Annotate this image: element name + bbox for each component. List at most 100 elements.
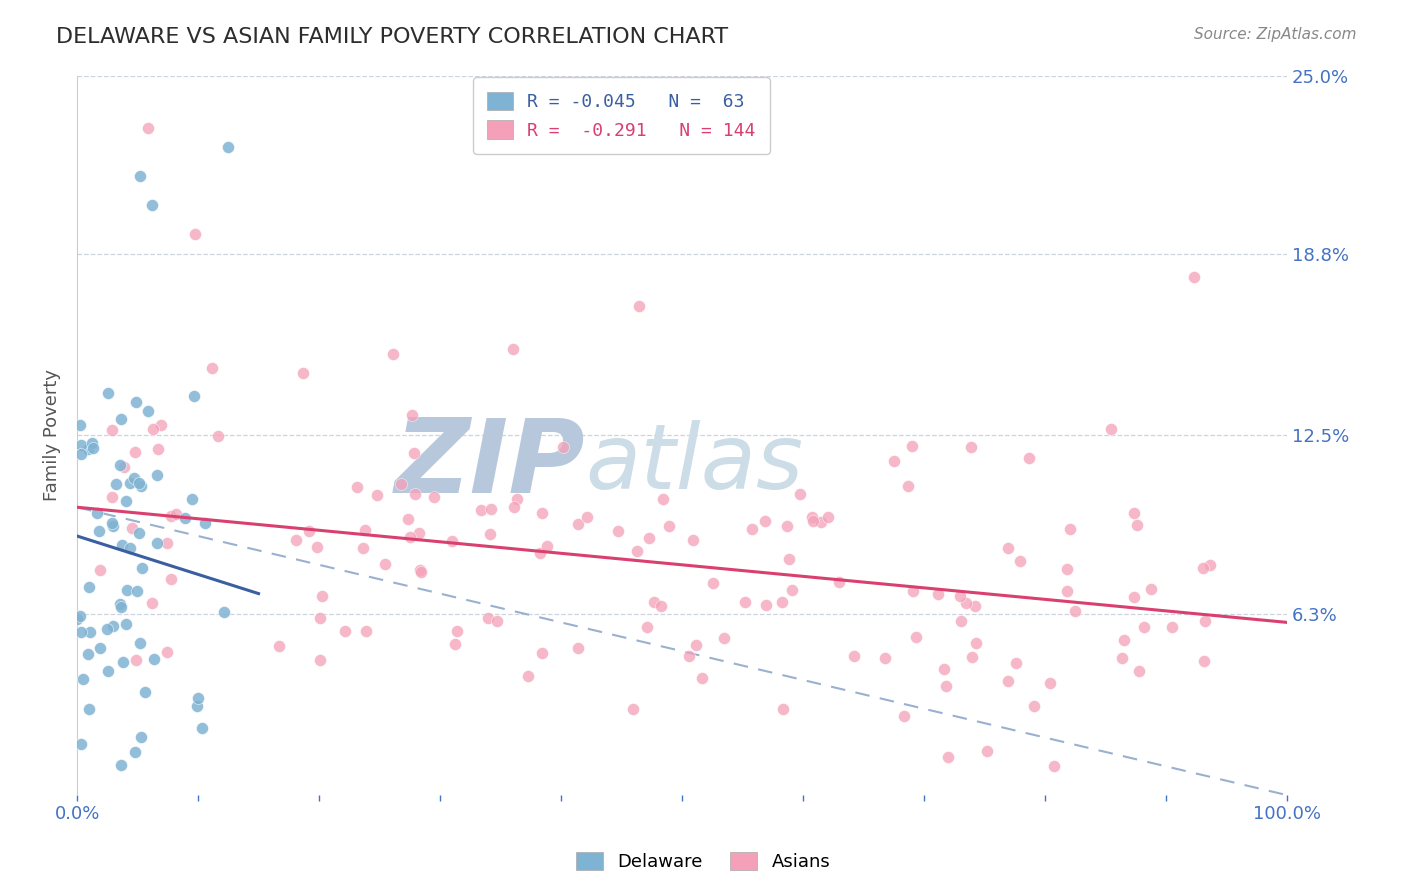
Point [1191,561,1213,575]
Point [125,583,148,598]
Point [1128,665,1150,679]
Point [408,526,430,541]
Point [932,662,955,676]
Point [118,476,141,491]
Text: ZIP: ZIP [395,414,585,515]
Point [136,121,159,136]
Point [150,417,173,432]
Point [638,532,661,546]
Point [405,487,427,501]
Point [77,580,100,594]
Point [530,506,553,520]
Point [305,540,328,554]
Point [101,516,124,530]
Point [101,519,124,533]
Point [291,366,314,380]
Point [1194,614,1216,628]
Y-axis label: Family Poverty: Family Poverty [44,369,60,501]
Point [401,408,423,422]
Point [136,404,159,418]
Point [997,541,1019,555]
Point [965,599,987,614]
Point [115,494,138,508]
Point [1132,620,1154,634]
Point [69,625,91,640]
Point [187,691,209,706]
Point [606,524,628,539]
Point [637,620,659,634]
Point [70,737,93,751]
Point [79,624,101,639]
Point [129,169,152,184]
Point [1199,558,1222,572]
Point [183,389,205,403]
Point [1182,270,1205,285]
Point [423,491,446,505]
Point [112,655,135,669]
Point [131,561,153,575]
Point [174,510,197,524]
Point [444,637,467,651]
Point [103,619,125,633]
Point [485,614,508,628]
Point [516,669,538,683]
Point [1140,582,1163,596]
Point [121,521,143,535]
Point [883,454,905,468]
Point [100,490,122,504]
Point [789,487,811,501]
Point [678,648,700,663]
Point [685,638,707,652]
Point [1043,759,1066,773]
Point [801,514,824,528]
Point [900,439,922,453]
Text: Source: ZipAtlas.com: Source: ZipAtlas.com [1194,27,1357,42]
Point [1059,522,1081,536]
Point [308,653,330,667]
Point [159,509,181,524]
Point [950,614,973,628]
Point [125,395,148,409]
Point [207,429,229,443]
Point [110,412,132,426]
Point [897,479,920,493]
Point [948,590,970,604]
Point [69,609,91,624]
Point [682,533,704,547]
Point [285,533,308,547]
Point [734,595,756,609]
Point [124,745,146,759]
Point [409,566,432,580]
Point [440,533,463,548]
Point [1064,604,1087,618]
Point [129,636,152,650]
Point [446,624,468,639]
Point [160,572,183,586]
Point [741,522,763,536]
Point [713,631,735,645]
Point [118,541,141,555]
Point [1192,654,1215,668]
Point [827,575,849,590]
Point [754,514,776,528]
Point [810,515,832,529]
Point [1056,583,1078,598]
Point [621,702,644,716]
Point [477,611,499,625]
Point [194,516,217,531]
Point [801,509,824,524]
Point [122,471,145,485]
Point [658,518,681,533]
Point [651,491,673,506]
Point [409,563,432,577]
Point [97,385,120,400]
Point [77,702,100,716]
Point [778,552,800,566]
Point [89,641,111,656]
Point [110,758,132,772]
Point [141,198,163,212]
Point [650,599,672,614]
Point [87,524,110,538]
Point [1099,422,1122,436]
Point [356,624,378,638]
